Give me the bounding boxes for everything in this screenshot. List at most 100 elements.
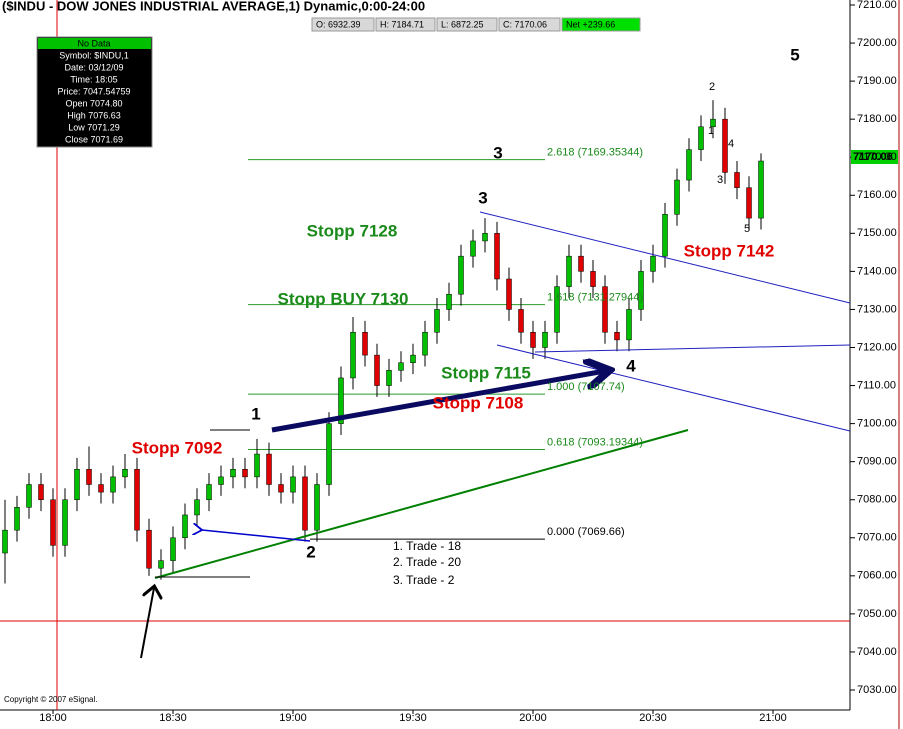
candle-body [14, 507, 20, 531]
annotation: 5 [744, 223, 750, 235]
candle-body [626, 309, 632, 341]
candle-body [350, 332, 356, 379]
annotation: 3 [478, 188, 487, 207]
candle-body [674, 179, 680, 215]
annotation: Stopp BUY 7130 [277, 289, 408, 308]
candle-body [110, 476, 116, 493]
candle-body [602, 286, 608, 333]
y-tick-label: 7170.00 [857, 151, 897, 163]
drawings [140, 211, 851, 659]
candle-body [254, 453, 260, 478]
quote-text: H: 7184.71 [380, 19, 424, 29]
annotation: 3 [717, 174, 723, 186]
data-window-row: Date: 03/12/09 [64, 62, 123, 72]
candle-body [302, 476, 308, 531]
trend-line [479, 211, 851, 304]
y-tick-label: 7180.00 [857, 113, 897, 125]
candle-body [86, 469, 92, 485]
y-tick-label: 7150.00 [857, 227, 897, 239]
candle-body [38, 484, 44, 500]
candle-body [662, 214, 668, 257]
candle-body [614, 332, 620, 341]
candle-body [566, 255, 572, 287]
candle-body [182, 514, 188, 539]
y-tick-label: 7070.00 [857, 532, 897, 544]
candle-body [650, 255, 656, 272]
x-tick-label: 18:30 [159, 712, 187, 724]
data-window [36, 36, 153, 148]
y-tick-label: 7080.00 [857, 494, 897, 506]
candle-body [230, 469, 236, 478]
candle-body [482, 233, 488, 242]
quote-box [311, 17, 375, 32]
candle-body [26, 484, 32, 508]
y-tick-label: 7200.00 [857, 37, 897, 49]
y-tick-label: 7030.00 [857, 684, 897, 696]
annotation: 3 [493, 143, 502, 162]
candle-body [338, 377, 344, 424]
candle-body [314, 484, 320, 531]
annotation: Stopp 7092 [132, 438, 223, 457]
annotation: 2. Trade - 20 [393, 555, 461, 569]
y-tick-label: 7100.00 [857, 418, 897, 430]
candle-body [470, 240, 476, 257]
candle-body [734, 172, 740, 188]
last-price-label: 7170.06 [853, 151, 893, 163]
trend-line [154, 429, 689, 579]
candle-body [458, 255, 464, 295]
candle-body [2, 529, 8, 554]
data-window-row: Open 7074.80 [65, 98, 122, 108]
quote-text: C: 7170.06 [503, 19, 547, 29]
quote-box [561, 17, 641, 32]
candle-body [170, 537, 176, 561]
fib-label: 1.618 (7131.27944) [547, 291, 643, 303]
candle-body [290, 476, 296, 493]
candle-body [194, 499, 200, 516]
data-window-row: Low 7071.29 [68, 122, 120, 132]
quote-box [436, 17, 498, 32]
y-tick-label: 7130.00 [857, 303, 897, 315]
x-tick-label: 18:00 [39, 712, 67, 724]
fib-label: 0.618 (7093.19344) [547, 436, 643, 448]
fib-label: 2.618 (7169.35344) [547, 147, 643, 159]
candle-body [518, 309, 524, 333]
annotation: 4 [728, 138, 734, 150]
annotation: Stopp 7128 [307, 221, 398, 240]
candle-body [62, 499, 68, 546]
candle-body [122, 469, 128, 478]
candle-body [554, 286, 560, 333]
candle-body [134, 469, 140, 531]
annotation: Stopp 7142 [684, 241, 775, 260]
candle-body [146, 529, 152, 569]
annotation: Stopp 7115 [441, 363, 531, 382]
annotation: 2 [306, 542, 315, 561]
arrow [140, 588, 154, 659]
candle-body [710, 118, 716, 128]
trend-line [496, 344, 851, 432]
candle-body [434, 309, 440, 333]
x-tick-label: 20:30 [639, 712, 667, 724]
quote-box [375, 17, 436, 32]
fib-label: 0.000 (7069.66) [547, 526, 625, 538]
data-window-row: High 7076.63 [67, 110, 121, 120]
candle-body [746, 187, 752, 219]
data-window-row: Symbol: $INDU,1 [59, 50, 129, 60]
candle-body [530, 332, 536, 348]
candle-body [386, 370, 392, 386]
x-tick-label: 19:00 [279, 712, 307, 724]
x-tick-label: 19:30 [399, 712, 427, 724]
candle-body [398, 362, 404, 371]
candle-body [506, 278, 512, 310]
candle-body [578, 255, 584, 272]
y-tick-label: 7160.00 [857, 189, 897, 201]
y-tick-label: 7210.00 [857, 0, 897, 11]
y-tick-label: 7090.00 [857, 456, 897, 468]
annotation: 5 [790, 45, 799, 64]
y-tick-label: 7050.00 [857, 608, 897, 620]
candle-body [266, 453, 272, 485]
candle-body [218, 476, 224, 485]
candle-body [362, 332, 368, 356]
annotation: 1 [251, 404, 260, 423]
x-tick-label: 20:00 [519, 712, 547, 724]
